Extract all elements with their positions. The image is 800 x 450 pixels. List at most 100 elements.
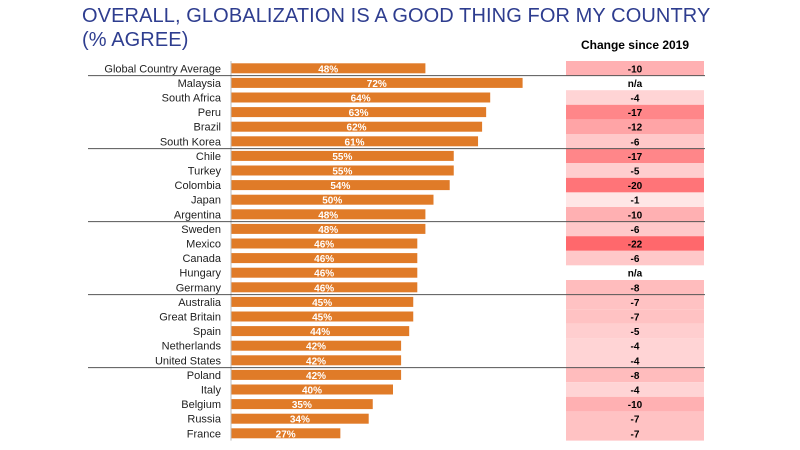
change-cell xyxy=(566,265,704,280)
bar-value-label: 48% xyxy=(318,225,338,236)
change-value: -7 xyxy=(631,415,640,426)
category-label: Belgium xyxy=(181,399,221,411)
bar-value-label: 48% xyxy=(318,210,338,221)
change-value: -5 xyxy=(631,167,640,178)
change-value: -7 xyxy=(631,313,640,324)
change-value: -8 xyxy=(631,371,640,382)
bar-value-label: 61% xyxy=(345,137,365,148)
change-cell xyxy=(566,90,704,105)
change-value: -6 xyxy=(631,225,640,236)
change-cell xyxy=(566,61,704,76)
change-cell xyxy=(566,338,704,353)
category-label: Great Britain xyxy=(159,312,221,324)
bar-value-label: 62% xyxy=(347,123,367,134)
bar-value-label: 40% xyxy=(302,386,322,397)
change-cell xyxy=(566,367,704,383)
change-cell xyxy=(566,309,704,324)
bar xyxy=(231,355,402,366)
change-value: -10 xyxy=(628,400,643,411)
category-label: Japan xyxy=(191,195,221,207)
category-label: United States xyxy=(155,355,222,367)
change-cell xyxy=(566,323,704,339)
bar-value-label: 46% xyxy=(314,240,334,251)
category-label: Spain xyxy=(193,326,221,338)
bar xyxy=(231,384,393,395)
bar xyxy=(231,63,426,74)
bar-value-label: 34% xyxy=(290,415,310,426)
bar-value-label: 35% xyxy=(292,400,312,411)
category-label: Hungary xyxy=(179,268,221,280)
category-label: Australia xyxy=(178,297,222,309)
change-cell xyxy=(566,236,704,251)
bar-value-label: 27% xyxy=(276,429,296,440)
change-value: -22 xyxy=(628,240,643,251)
bar xyxy=(231,107,487,118)
bar xyxy=(231,267,418,278)
bar-value-label: 45% xyxy=(312,313,332,324)
chart-title-main: OVERALL, GLOBALIZATION IS A GOOD THING F… xyxy=(82,5,711,27)
bar-value-label: 46% xyxy=(314,269,334,280)
category-label: Canada xyxy=(182,253,221,265)
bar xyxy=(231,136,479,147)
bar-value-label: 72% xyxy=(367,79,387,90)
bar-value-label: 46% xyxy=(314,254,334,265)
category-label: Malaysia xyxy=(178,78,222,90)
bar-value-label: 48% xyxy=(318,64,338,75)
bar-value-label: 55% xyxy=(332,152,352,163)
chart-subtitle: (% AGREE) xyxy=(82,29,189,51)
change-cell xyxy=(566,134,704,149)
change-cell xyxy=(566,104,704,120)
bar-value-label: 64% xyxy=(351,94,371,105)
category-label: Colombia xyxy=(175,180,222,192)
change-value: -6 xyxy=(631,137,640,148)
category-label: South Korea xyxy=(160,136,222,148)
category-label: Brazil xyxy=(193,122,221,134)
bar xyxy=(231,150,454,161)
bar xyxy=(231,296,414,307)
category-label: Turkey xyxy=(188,166,222,178)
change-cell xyxy=(566,411,704,426)
bar-value-label: 45% xyxy=(312,298,332,309)
bar-value-label: 55% xyxy=(332,167,352,178)
bar-value-label: 44% xyxy=(310,327,330,338)
category-label: Sweden xyxy=(181,224,221,236)
change-value: -7 xyxy=(631,429,640,440)
category-label: Poland xyxy=(187,370,221,382)
change-cell xyxy=(566,426,704,441)
bar xyxy=(231,340,402,351)
bar-value-label: 42% xyxy=(306,371,326,382)
change-cell xyxy=(566,177,704,193)
change-value: -8 xyxy=(631,283,640,294)
bar xyxy=(231,92,491,103)
change-value: -4 xyxy=(631,342,640,353)
bar xyxy=(231,413,369,424)
change-value: -20 xyxy=(628,181,643,192)
bar xyxy=(231,311,414,322)
bar-value-label: 54% xyxy=(330,181,350,192)
bar xyxy=(231,223,426,234)
bar-value-label: 42% xyxy=(306,342,326,353)
bar-value-label: 50% xyxy=(322,196,342,207)
change-cell xyxy=(566,148,704,164)
category-label: Russia xyxy=(187,414,222,426)
change-cell xyxy=(566,207,704,222)
category-label: Global Country Average xyxy=(104,63,221,75)
bar xyxy=(231,165,454,176)
category-label: Argentina xyxy=(174,209,222,221)
change-cell xyxy=(566,396,704,412)
change-value: -10 xyxy=(628,64,643,75)
change-value: -4 xyxy=(631,386,640,397)
bar xyxy=(231,253,418,264)
change-cell xyxy=(566,119,704,134)
category-label: Germany xyxy=(176,282,222,294)
category-label: France xyxy=(187,428,221,440)
change-value: -12 xyxy=(628,123,643,134)
change-value: n/a xyxy=(628,269,643,280)
change-cell xyxy=(566,250,704,266)
bar xyxy=(231,77,523,88)
change-value: -6 xyxy=(631,254,640,265)
bar-value-label: 63% xyxy=(349,108,369,119)
bar xyxy=(231,121,483,132)
change-cell xyxy=(566,221,704,237)
category-label: Chile xyxy=(196,151,221,163)
